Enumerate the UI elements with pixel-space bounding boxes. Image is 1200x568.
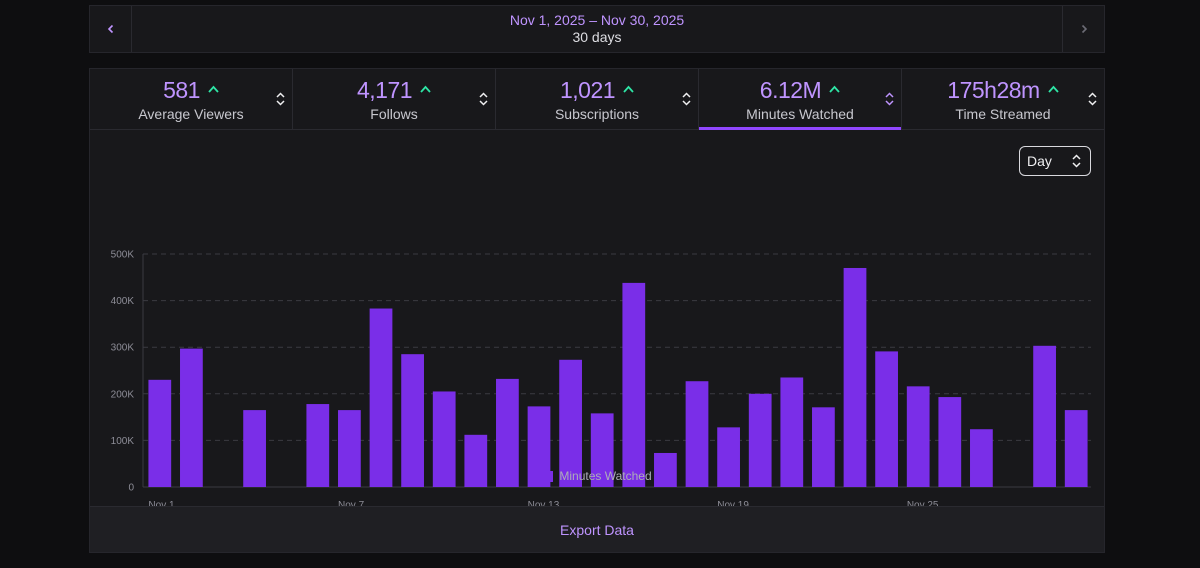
stat-value: 581: [163, 77, 200, 103]
bar-nov-20[interactable]: [748, 393, 772, 487]
x-tick-label: Nov 19: [717, 500, 749, 507]
stat-label: Minutes Watched: [746, 105, 854, 122]
y-tick-label: 500K: [111, 250, 135, 261]
bar-nov-29[interactable]: [1033, 345, 1056, 487]
y-tick-label: 100K: [111, 436, 135, 447]
analytics-panel: 581 Average Viewers 4,171 Follows 1,021 …: [89, 68, 1105, 553]
granularity-select[interactable]: Day: [1019, 146, 1091, 176]
chart-area: 0 100K 200K 300K 400K 500K Nov 1 Nov 7 Nov 13 Nov…: [90, 130, 1104, 507]
y-tick-label: 0: [128, 483, 134, 494]
x-tick-label: Nov 13: [528, 500, 560, 507]
minutes-watched-chart: 0 100K 200K 300K 400K 500K Nov 1 Nov 7 Nov 13 Nov…: [111, 250, 1091, 507]
chart-legend: Minutes Watched: [90, 469, 1104, 483]
trend-up-icon: [829, 85, 840, 93]
bar-nov-15[interactable]: [590, 413, 614, 487]
bar-nov-30[interactable]: [1064, 410, 1088, 487]
bar-nov-1[interactable]: [148, 379, 172, 487]
x-tick-label: Nov 7: [338, 500, 365, 507]
stat-tab-follows[interactable]: 4,171 Follows: [293, 69, 496, 129]
bar-nov-2[interactable]: [180, 348, 203, 487]
stat-label: Time Streamed: [955, 105, 1051, 122]
bar-nov-18[interactable]: [685, 381, 709, 487]
bar-nov-9[interactable]: [401, 354, 424, 487]
trend-up-icon: [1048, 85, 1059, 93]
date-range-text: Nov 1, 2025 – Nov 30, 2025: [509, 11, 685, 28]
bar-nov-8[interactable]: [369, 308, 393, 487]
stat-value: 4,171: [356, 77, 413, 103]
stat-tabs: 581 Average Viewers 4,171 Follows 1,021 …: [90, 69, 1104, 130]
bar-nov-21[interactable]: [780, 377, 804, 487]
x-tick-label: Nov 25: [907, 500, 939, 507]
date-range-navigator: Nov 1, 2025 – Nov 30, 2025 30 days: [89, 5, 1105, 53]
bar-nov-16[interactable]: [622, 282, 646, 487]
sort-icon: [682, 92, 691, 106]
sort-icon: [1088, 92, 1097, 106]
granularity-value: Day: [1027, 153, 1052, 169]
stat-tab-average-viewers[interactable]: 581 Average Viewers: [90, 69, 293, 129]
stat-label: Subscriptions: [554, 105, 640, 122]
bar-nov-24[interactable]: [875, 351, 898, 487]
bar-nov-4[interactable]: [243, 410, 266, 487]
legend-label: Minutes Watched: [559, 469, 652, 483]
chevron-left-icon: [107, 24, 113, 34]
y-tick-label: 300K: [111, 343, 135, 354]
legend-swatch: [542, 470, 554, 482]
sort-icon: [885, 92, 894, 106]
bar-nov-26[interactable]: [938, 397, 962, 487]
y-tick-label: 200K: [111, 389, 135, 400]
bar-nov-12[interactable]: [496, 378, 519, 487]
bar-nov-10[interactable]: [432, 391, 456, 487]
stat-tab-minutes-watched[interactable]: 6.12M Minutes Watched: [699, 69, 902, 130]
bar-nov-23[interactable]: [843, 267, 867, 487]
bar-nov-13[interactable]: [527, 406, 551, 487]
stat-value: 6.12M: [759, 77, 822, 103]
stat-label: Follows: [370, 105, 418, 122]
sort-icon: [1072, 154, 1081, 168]
stat-tab-subscriptions[interactable]: 1,021 Subscriptions: [496, 69, 699, 129]
trend-up-icon: [420, 85, 431, 93]
trend-up-icon: [623, 85, 634, 93]
stat-value: 1,021: [559, 77, 616, 103]
previous-period-button[interactable]: [90, 6, 132, 52]
trend-up-icon: [208, 85, 219, 93]
y-tick-label: 400K: [111, 296, 135, 307]
bar-nov-14[interactable]: [559, 359, 582, 487]
bar-nov-27[interactable]: [970, 429, 993, 487]
chevron-right-icon: [1081, 24, 1087, 34]
x-tick-label: Nov 1: [148, 500, 175, 507]
date-span-text: 30 days: [572, 29, 622, 45]
bar-nov-6[interactable]: [306, 404, 330, 487]
bar-nov-19[interactable]: [717, 427, 740, 487]
next-period-button[interactable]: [1062, 6, 1104, 52]
bar-nov-25[interactable]: [906, 386, 930, 487]
sort-icon: [276, 92, 285, 106]
bar-nov-22[interactable]: [812, 407, 835, 487]
stat-value: 175h28m: [947, 77, 1040, 103]
export-data-button[interactable]: Export Data: [90, 506, 1104, 552]
bar-nov-11[interactable]: [464, 434, 488, 487]
bar-nov-7[interactable]: [338, 410, 361, 487]
date-range-display: Nov 1, 2025 – Nov 30, 2025 30 days: [132, 6, 1062, 52]
stat-tab-time-streamed[interactable]: 175h28m Time Streamed: [902, 69, 1104, 129]
stat-label: Average Viewers: [138, 105, 244, 122]
sort-icon: [479, 92, 488, 106]
bar-nov-17[interactable]: [654, 452, 677, 487]
